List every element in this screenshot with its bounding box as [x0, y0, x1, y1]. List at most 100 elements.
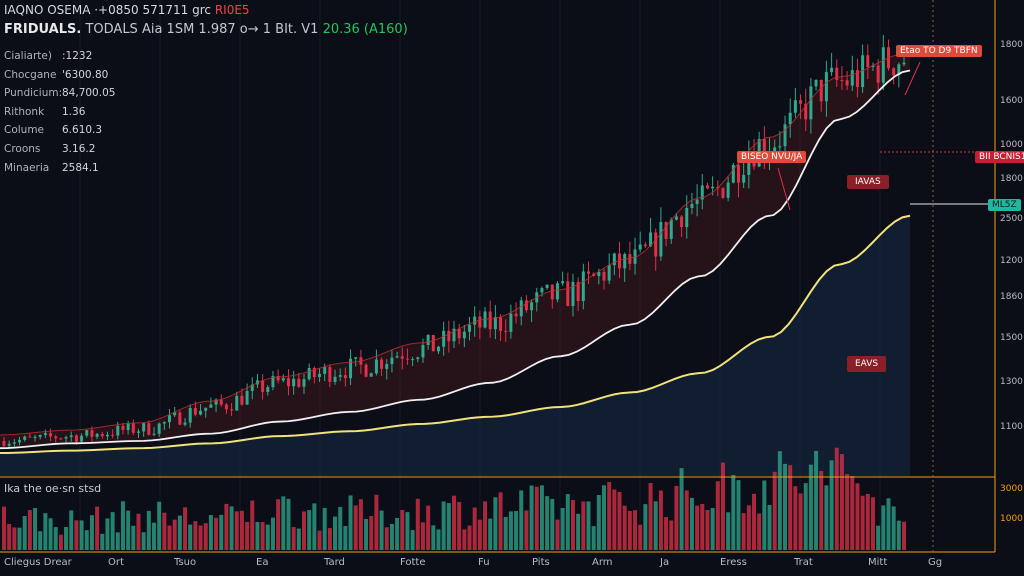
volume-bar-up — [514, 511, 519, 550]
candle-up — [7, 443, 11, 446]
candle-down — [240, 395, 244, 405]
candle-up — [540, 288, 544, 293]
volume-bar-down — [472, 507, 477, 550]
candle-up — [462, 331, 466, 339]
volume-bar-down — [462, 529, 467, 550]
volume-bar-up — [33, 508, 38, 550]
candle-up — [214, 399, 218, 405]
candle-down — [680, 216, 684, 228]
volume-bar-down — [302, 511, 306, 550]
candle-down — [514, 313, 518, 317]
time-tick-label: Ea — [256, 557, 269, 568]
candle-up — [323, 367, 327, 374]
volume-bar-down — [214, 517, 219, 550]
candle-up — [369, 373, 373, 377]
candle-up — [561, 281, 565, 284]
time-tick-label: Cliegus Drear — [4, 557, 72, 568]
volume-bar-up — [545, 496, 550, 550]
candle-up — [168, 415, 172, 423]
volume-bar-down — [819, 470, 824, 550]
volume-bar-down — [834, 447, 839, 550]
volume-bar-down — [224, 503, 229, 550]
volume-bar-down — [467, 525, 472, 550]
candle-down — [550, 284, 554, 300]
price-tick-label: 1800 — [1000, 40, 1023, 50]
candle-down — [343, 375, 347, 379]
volume-bar-up — [653, 501, 658, 550]
volume-bar-down — [638, 524, 643, 550]
candle-up — [136, 431, 140, 433]
candle-down — [131, 423, 135, 433]
last-price-tag[interactable]: ML5Z — [988, 199, 1021, 211]
price-tick-label: 1100 — [1000, 422, 1023, 432]
time-tick-label: Gg — [928, 557, 943, 568]
candle-up — [788, 112, 792, 125]
price-tag-mid[interactable]: BISEO NVU/JA — [737, 151, 807, 163]
volume-bar-down — [12, 527, 17, 550]
volume-bar-up — [270, 517, 275, 550]
volume-bar-up — [824, 485, 829, 550]
volume-bar-up — [405, 512, 410, 550]
price-tag-right[interactable]: BII BCNIS1 — [975, 151, 1024, 163]
stat-label: Pundicium: — [4, 87, 63, 100]
price-tag-lower[interactable]: EAVS — [847, 356, 887, 372]
candle-up — [333, 376, 337, 382]
candle-down — [297, 378, 301, 387]
volume-bar-down — [788, 465, 793, 550]
candle-up — [452, 328, 456, 342]
volume-bar-up — [726, 512, 731, 550]
volume-bar-up — [565, 494, 570, 550]
volume-bar-up — [783, 463, 788, 550]
volume-bar-down — [317, 530, 322, 550]
volume-bar-up — [503, 516, 508, 550]
candle-down — [721, 188, 725, 198]
candle-up — [830, 67, 834, 73]
volume-bar-down — [648, 482, 653, 550]
candle-up — [555, 283, 559, 300]
volume-bar-down — [193, 521, 198, 550]
candle-down — [762, 139, 766, 157]
volume-bar-down — [457, 501, 462, 550]
candle-down — [121, 425, 125, 431]
candle-up — [809, 86, 813, 120]
volume-bar-down — [845, 474, 850, 550]
candle-up — [773, 147, 777, 153]
candle-up — [292, 378, 296, 387]
candle-down — [524, 300, 528, 311]
volume-bar-up — [586, 501, 591, 550]
trend-ribbon-fill — [0, 52, 910, 449]
candle-up — [509, 313, 513, 332]
candle-down — [286, 378, 290, 387]
tag-connector — [904, 61, 921, 96]
volume-bar-up — [17, 527, 22, 550]
candle-up — [23, 436, 27, 440]
price-tag-top[interactable]: Etao TO D9 TBFN — [896, 45, 982, 57]
volume-bar-up — [493, 497, 498, 550]
candle-up — [473, 316, 477, 325]
volume-bar-down — [162, 512, 167, 550]
volume-bar-down — [420, 522, 425, 550]
volume-bar-up — [410, 530, 415, 550]
candle-up — [881, 47, 885, 83]
candle-up — [416, 357, 420, 360]
candle-down — [478, 316, 482, 328]
price-tag-box[interactable]: IAVAS — [847, 175, 889, 189]
volume-bar-up — [881, 505, 886, 550]
volume-bar-down — [669, 520, 674, 550]
candle-up — [162, 422, 166, 424]
time-tick-label: Trat — [794, 557, 813, 568]
volume-bar-up — [79, 520, 84, 550]
ribbon-line — [0, 51, 911, 436]
candle-down — [2, 440, 6, 446]
candle-up — [571, 281, 575, 307]
volume-bar-up — [69, 510, 74, 550]
stat-row: Colume 6.610.3 — [4, 121, 115, 140]
candle-up — [597, 271, 601, 276]
candle-up — [85, 430, 89, 436]
price-tick-label: 1500 — [1000, 333, 1023, 343]
volume-bar-down — [452, 495, 456, 550]
candle-up — [711, 186, 715, 189]
volume-bar-up — [508, 511, 513, 550]
volume-bar-down — [95, 506, 100, 550]
